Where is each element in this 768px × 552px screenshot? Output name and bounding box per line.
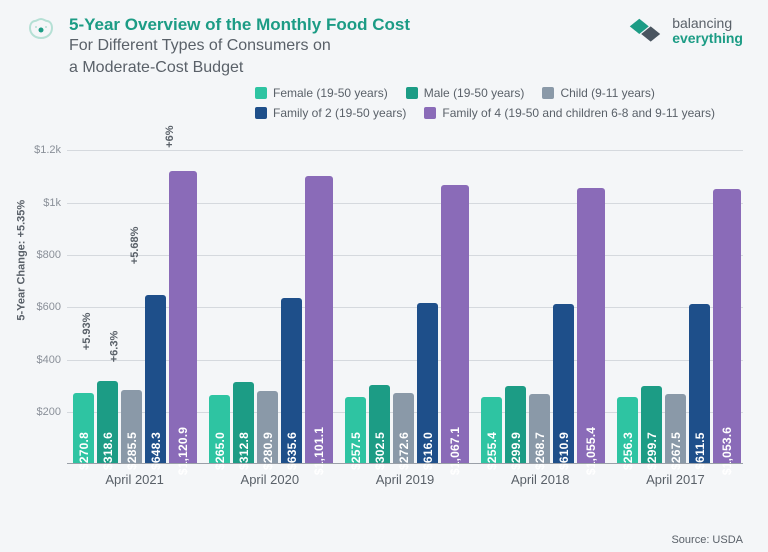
bar: $318.6+5.93% <box>97 381 118 464</box>
bar: $255.4 <box>481 397 502 464</box>
chart-area: $200 $400 $600 $800 $1k $1.2k $270.85-Year Ch… <box>25 124 743 494</box>
bar: $312.8 <box>233 382 254 464</box>
bar-group: $257.5$302.5$272.6$616.0$1,067.1 <box>339 124 475 464</box>
legend-item: Family of 2 (19-50 years) <box>255 106 406 120</box>
legend-label: Child (9-11 years) <box>560 86 654 100</box>
legend-label: Family of 4 (19-50 and children 6-8 and … <box>442 106 715 120</box>
bar: $256.3 <box>617 397 638 464</box>
x-axis-label: April 2020 <box>202 464 337 494</box>
bar: $270.85-Year Change: +5.35% <box>73 393 94 464</box>
bar: $611.5 <box>689 304 710 464</box>
title-block: 5-Year Overview of the Monthly Food Cost… <box>25 15 410 78</box>
y-tick-label: $1k <box>43 197 61 209</box>
bar: $648.3+5.68% <box>145 295 166 465</box>
bar: $1,053.6 <box>713 189 741 465</box>
header: 5-Year Overview of the Monthly Food Cost… <box>25 15 743 78</box>
bar: $299.9 <box>505 386 526 464</box>
x-axis-label: April 2017 <box>608 464 743 494</box>
bar-group: $265.0$312.8$280.9$635.6$1,101.1 <box>203 124 339 464</box>
x-axis: April 2021April 2020April 2019April 2018… <box>67 464 743 494</box>
bar: $299.7 <box>641 386 662 464</box>
legend-label: Family of 2 (19-50 years) <box>273 106 406 120</box>
chart-title: 5-Year Overview of the Monthly Food Cost <box>69 15 410 35</box>
bar: $1,067.1 <box>441 185 469 464</box>
legend-item: Family of 4 (19-50 and children 6-8 and … <box>424 106 715 120</box>
bar-pct-label: +6% <box>164 126 176 152</box>
legend-label: Male (19-50 years) <box>424 86 525 100</box>
legend-swatch <box>255 87 267 99</box>
bar: $1,101.1 <box>305 176 333 464</box>
x-axis-label: April 2018 <box>473 464 608 494</box>
chart-container: 5-Year Overview of the Monthly Food Cost… <box>0 0 768 552</box>
bar: $265.0 <box>209 395 230 464</box>
legend-item: Child (9-11 years) <box>542 86 654 100</box>
y-tick-label: $400 <box>37 354 61 366</box>
bar: $268.7 <box>529 394 550 464</box>
bar: $302.5 <box>369 385 390 464</box>
y-tick-label: $600 <box>37 301 61 313</box>
legend: Female (19-50 years) Male (19-50 years) Ch… <box>25 86 743 120</box>
logo-line2: everything <box>672 31 743 46</box>
chart-subtitle: For Different Types of Consumers ona Mod… <box>69 35 410 78</box>
legend-swatch <box>406 87 418 99</box>
bar-pct-label: +6.3% <box>108 330 120 366</box>
bar-pct-label: +5.68% <box>129 226 141 268</box>
y-axis: $200 $400 $600 $800 $1k $1.2k <box>25 124 65 464</box>
bar-group: $256.3$299.7$267.5$611.5$1,053.6 <box>611 124 747 464</box>
legend-label: Female (19-50 years) <box>273 86 388 100</box>
legend-swatch <box>542 87 554 99</box>
bar: $285.5+6.3% <box>121 390 142 465</box>
x-axis-label: April 2021 <box>67 464 202 494</box>
y-tick-label: $800 <box>37 249 61 261</box>
bar: $1,055.4 <box>577 188 605 464</box>
bar: $616.0 <box>417 303 438 464</box>
y-tick-label: $200 <box>37 406 61 418</box>
titles: 5-Year Overview of the Monthly Food Cost… <box>69 15 410 78</box>
source-label: Source: USDA <box>671 534 743 546</box>
legend-swatch <box>255 107 267 119</box>
bar: $267.5 <box>665 394 686 464</box>
bar: $635.6 <box>281 298 302 464</box>
logo-icon <box>626 15 664 47</box>
bar-pct-label: 5-Year Change: +5.35% <box>15 200 27 325</box>
bar: $272.6 <box>393 393 414 464</box>
x-axis-label: April 2019 <box>337 464 472 494</box>
bar-group: $255.4$299.9$268.7$610.9$1,055.4 <box>475 124 611 464</box>
bar: $1,120.9+6% <box>169 171 197 464</box>
brand-logo: balancing everything <box>626 15 743 47</box>
legend-item: Male (19-50 years) <box>406 86 525 100</box>
bar: $257.5 <box>345 397 366 464</box>
bar-pct-label: +5.93% <box>81 312 93 354</box>
bar-group: $270.85-Year Change: +5.35%$318.6+5.93%$… <box>67 124 203 464</box>
legend-swatch <box>424 107 436 119</box>
bar: $280.9 <box>257 391 278 464</box>
logo-text: balancing everything <box>672 16 743 47</box>
plot-area: $270.85-Year Change: +5.35%$318.6+5.93%$… <box>67 124 743 464</box>
bar: $610.9 <box>553 304 574 464</box>
food-icon <box>25 15 57 47</box>
y-tick-label: $1.2k <box>34 144 61 156</box>
legend-item: Female (19-50 years) <box>255 86 388 100</box>
logo-line1: balancing <box>672 16 743 31</box>
